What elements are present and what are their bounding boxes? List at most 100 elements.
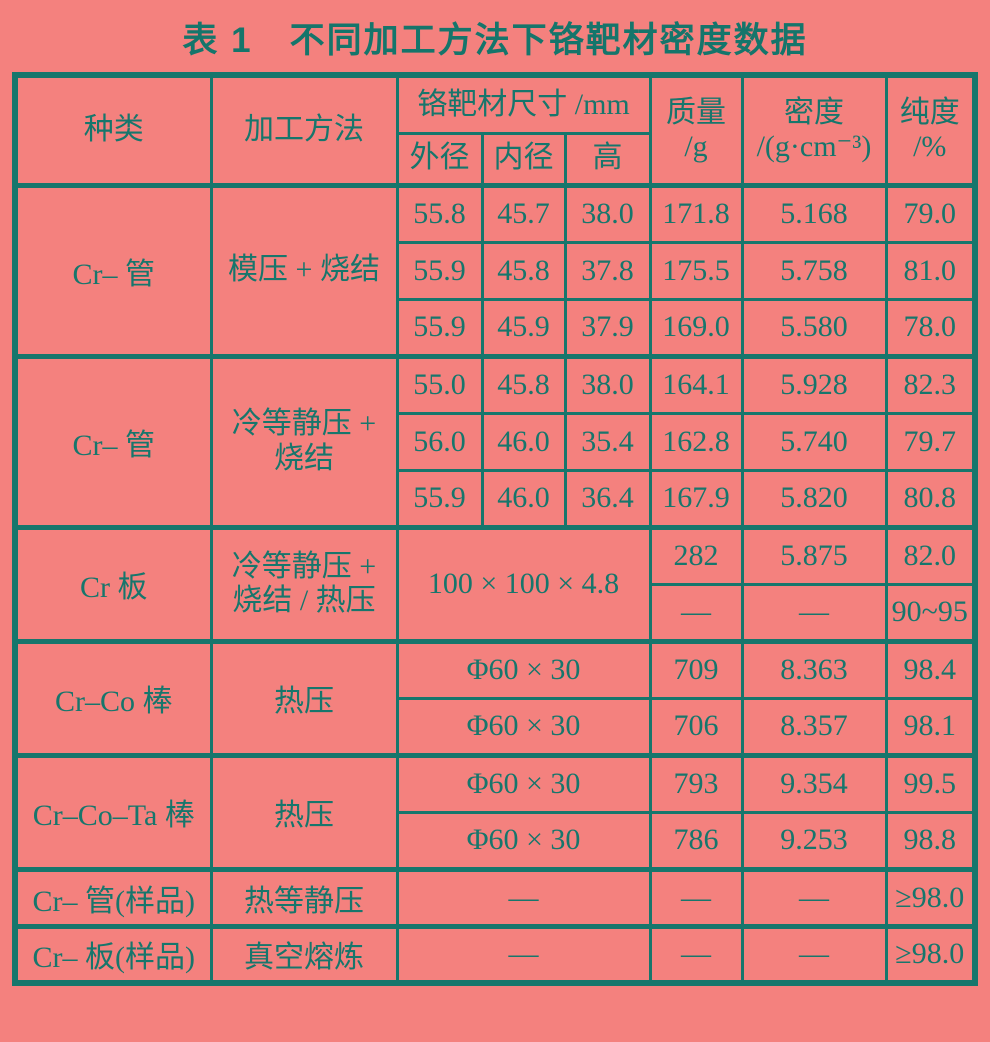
cell-height: 38.0	[563, 353, 652, 415]
cell-mass: —	[648, 923, 744, 985]
cell-method: 模压 + 烧结	[209, 182, 399, 358]
cell-density: 5.580	[740, 297, 888, 358]
cell-purity: ≥98.0	[884, 866, 977, 928]
cell-mass: 167.9	[648, 468, 744, 529]
cell-density: 9.253	[740, 810, 888, 871]
cell-size: Φ60 × 30	[395, 638, 652, 700]
cell-outer-diameter: 55.0	[395, 353, 484, 415]
cell-purity: 98.8	[884, 810, 977, 871]
table-row: Cr– 管 冷等静压 + 烧结 55.0 45.8 38.0 164.1 5.9…	[13, 353, 977, 529]
cell-size: 100 × 100 × 4.8	[395, 524, 652, 643]
cell-density: 5.758	[740, 240, 888, 301]
cell-purity: 90~95	[884, 582, 977, 643]
cell-density: 5.875	[740, 524, 888, 586]
cell-method: 冷等静压 + 烧结 / 热压	[209, 524, 399, 643]
cell-size: Φ60 × 30	[395, 696, 652, 757]
cell-method: 热压	[209, 638, 399, 757]
header-row-2: 外径 内径 高	[15, 131, 975, 187]
cell-density: 5.928	[740, 353, 888, 415]
cell-size: —	[395, 866, 652, 928]
cell-height: 38.0	[563, 182, 652, 244]
cell-outer-diameter: 55.9	[395, 468, 484, 529]
cell-purity: 82.0	[884, 524, 977, 586]
cell-type: Cr– 板(样品)	[13, 923, 213, 985]
table-row: Cr– 板(样品) 真空熔炼 — — — ≥98.0	[13, 923, 977, 985]
cell-purity: 98.4	[884, 638, 977, 700]
header-row-1: 种类 加工方法 铬靶材尺寸 /mm 质量 /g 密度 /(g·cm⁻³) 纯度 …	[13, 73, 977, 187]
table-row: Cr–Co–Ta 棒 热压 Φ60 × 30 793 9.354 99.5	[13, 752, 977, 871]
cell-density: 8.363	[740, 638, 888, 700]
cell-inner-diameter: 45.8	[480, 240, 567, 301]
cell-mass: 162.8	[648, 411, 744, 472]
cell-purity: 79.7	[884, 411, 977, 472]
cell-density: —	[740, 923, 888, 985]
cell-type: Cr– 管	[13, 182, 213, 358]
cell-mass: 786	[648, 810, 744, 871]
cell-mass: 706	[648, 696, 744, 757]
cell-height: 35.4	[563, 411, 652, 472]
cell-mass: 793	[648, 752, 744, 814]
table-row: 55.9 45.8 37.8 175.5 5.758 81.0	[15, 240, 977, 301]
cell-purity: 98.1	[884, 696, 977, 757]
cell-density: 5.740	[740, 411, 888, 472]
table-row: 55.9 45.9 37.9 169.0 5.580 78.0	[15, 297, 977, 358]
col-header-density: 密度 /(g·cm⁻³)	[740, 73, 888, 187]
cell-density: —	[740, 582, 888, 643]
cell-inner-diameter: 46.0	[480, 411, 567, 472]
density-data-table: 种类 加工方法 铬靶材尺寸 /mm 质量 /g 密度 /(g·cm⁻³) 纯度 …	[12, 72, 978, 986]
col-header-purity: 纯度 /%	[884, 73, 977, 187]
cell-mass: 175.5	[648, 240, 744, 301]
cell-size: Φ60 × 30	[395, 810, 652, 871]
cell-type: Cr– 管	[13, 353, 213, 529]
cell-density: 5.168	[740, 182, 888, 244]
table-row: Φ60 × 30 786 9.253 98.8	[15, 810, 977, 871]
cell-inner-diameter: 45.9	[480, 297, 567, 358]
cell-outer-diameter: 55.8	[395, 182, 484, 244]
cell-inner-diameter: 45.7	[480, 182, 567, 244]
col-header-size-group: 铬靶材尺寸 /mm	[395, 73, 652, 135]
col-header-inner-diameter: 内径	[480, 131, 567, 187]
col-header-outer-diameter: 外径	[395, 131, 484, 187]
col-header-method: 加工方法	[209, 73, 399, 187]
cell-height: 37.8	[563, 240, 652, 301]
cell-outer-diameter: 55.9	[395, 297, 484, 358]
col-header-height: 高	[563, 131, 652, 187]
cell-purity: 82.3	[884, 353, 977, 415]
cell-method: 真空熔炼	[209, 923, 399, 985]
cell-outer-diameter: 56.0	[395, 411, 484, 472]
cell-height: 37.9	[563, 297, 652, 358]
cell-purity: 99.5	[884, 752, 977, 814]
cell-method: 冷等静压 + 烧结	[209, 353, 399, 529]
table-row: Cr– 管 模压 + 烧结 55.8 45.7 38.0 171.8 5.168…	[13, 182, 977, 358]
cell-mass: 171.8	[648, 182, 744, 244]
table-row: Φ60 × 30 706 8.357 98.1	[15, 696, 977, 757]
cell-mass: —	[648, 866, 744, 928]
cell-inner-diameter: 45.8	[480, 353, 567, 415]
cell-type: Cr 板	[13, 524, 213, 643]
col-header-type: 种类	[13, 73, 213, 187]
col-header-mass: 质量 /g	[648, 73, 744, 187]
cell-density: 8.357	[740, 696, 888, 757]
cell-mass: 164.1	[648, 353, 744, 415]
cell-type: Cr– 管(样品)	[13, 866, 213, 928]
cell-outer-diameter: 55.9	[395, 240, 484, 301]
cell-density: 5.820	[740, 468, 888, 529]
table-row: Cr–Co 棒 热压 Φ60 × 30 709 8.363 98.4	[13, 638, 977, 757]
cell-size: —	[395, 923, 652, 985]
cell-mass: 169.0	[648, 297, 744, 358]
cell-mass: 709	[648, 638, 744, 700]
table-row: Cr 板 冷等静压 + 烧结 / 热压 100 × 100 × 4.8 282 …	[13, 524, 977, 643]
table-row: — — 90~95	[15, 582, 977, 643]
cell-type: Cr–Co 棒	[13, 638, 213, 757]
cell-mass: —	[648, 582, 744, 643]
cell-purity: 80.8	[884, 468, 977, 529]
table-row: Cr– 管(样品) 热等静压 — — — ≥98.0	[13, 866, 977, 928]
cell-density: —	[740, 866, 888, 928]
cell-size: Φ60 × 30	[395, 752, 652, 814]
table-row: 56.0 46.0 35.4 162.8 5.740 79.7	[15, 411, 977, 472]
cell-purity: ≥98.0	[884, 923, 977, 985]
cell-mass: 282	[648, 524, 744, 586]
cell-purity: 79.0	[884, 182, 977, 244]
cell-purity: 81.0	[884, 240, 977, 301]
